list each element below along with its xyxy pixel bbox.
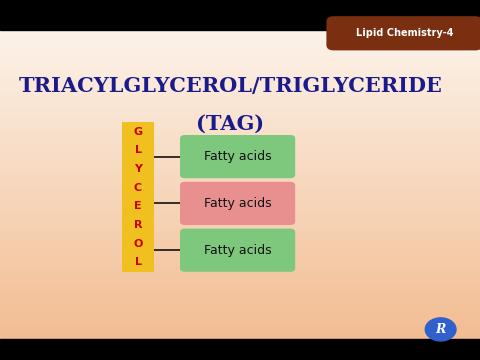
- FancyBboxPatch shape: [180, 182, 295, 225]
- Text: Fatty acids: Fatty acids: [204, 150, 271, 163]
- Text: L: L: [134, 145, 142, 156]
- Circle shape: [425, 318, 456, 341]
- Bar: [0, 339, 480, 360]
- Text: Fatty acids: Fatty acids: [204, 244, 271, 257]
- Text: C: C: [134, 183, 142, 193]
- Text: R: R: [134, 220, 142, 230]
- Text: Y: Y: [134, 164, 142, 174]
- Text: TRIACYLGLYCEROL/TRIGLYCERIDE: TRIACYLGLYCEROL/TRIGLYCERIDE: [18, 76, 443, 96]
- Text: E: E: [134, 202, 142, 211]
- Text: R: R: [435, 323, 446, 336]
- Text: O: O: [133, 239, 143, 249]
- FancyBboxPatch shape: [180, 135, 295, 178]
- Text: Fatty acids: Fatty acids: [204, 197, 271, 210]
- Text: (TAG): (TAG): [196, 114, 264, 134]
- Text: L: L: [134, 257, 142, 267]
- Bar: [0, 0, 480, 30]
- FancyBboxPatch shape: [180, 229, 295, 272]
- FancyBboxPatch shape: [326, 16, 480, 50]
- Text: G: G: [133, 127, 143, 137]
- Text: Lipid Chemistry-4: Lipid Chemistry-4: [356, 28, 453, 38]
- FancyBboxPatch shape: [122, 122, 154, 272]
